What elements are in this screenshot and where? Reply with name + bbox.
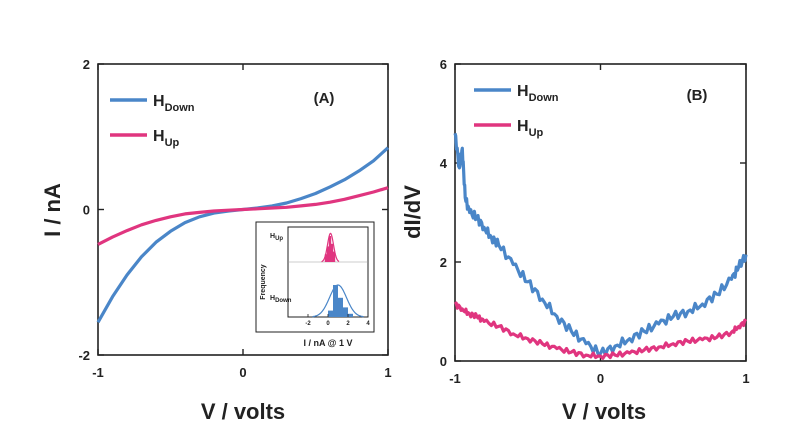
panel-a-x-axis-title: V / volts <box>201 399 285 424</box>
inset-content: -2 0 2 4 <box>288 232 370 327</box>
inset-down-bar <box>333 285 338 317</box>
inset-up-bar <box>324 254 328 262</box>
panel-b-x-tick-label: 0 <box>597 371 604 386</box>
panel-b-series-down-line <box>453 132 748 357</box>
panel-b-y-tick-label: 0 <box>440 354 447 369</box>
inset-down-bar <box>348 313 353 317</box>
panel-b-y-tick-label: 6 <box>440 57 447 72</box>
inset-up-bar <box>330 243 334 262</box>
panel-a: -1 0 1 -2 0 2 (A) HDown HUp V / volts I / nA … <box>40 57 392 424</box>
panel-a-legend-down-label: HDown <box>153 93 195 114</box>
panel-a-x-tick-label: 0 <box>239 365 246 380</box>
panel-a-inset: -2 0 2 4 HUp HDown Frequency I / nA @ 1 V <box>255 221 375 348</box>
inset-down-label: HDown <box>270 295 292 304</box>
inset-up-label: HUp <box>270 233 283 242</box>
panel-a-series-up-line <box>97 186 389 246</box>
inset-up-fit <box>321 232 340 263</box>
inset-x-tick-label: 0 <box>326 321 330 327</box>
panel-b-legend: HDown HUp <box>474 83 559 139</box>
inset-down-fit <box>312 284 364 318</box>
panel-b-legend-up-label: HUp <box>517 118 544 139</box>
panel-b-series-up-line <box>453 301 748 360</box>
panel-b-x-axis-title: V / volts <box>562 399 646 424</box>
panel-b-label: (B) <box>687 87 708 104</box>
inset-outer-frame <box>255 221 375 333</box>
inset-up-bar <box>326 246 330 262</box>
panel-a-lines <box>96 146 390 324</box>
inset-x-tick-label: 4 <box>366 321 370 327</box>
panel-a-x-tick-label: 1 <box>384 365 391 380</box>
panel-b-x-tick-label: -1 <box>449 371 461 386</box>
panel-a-legend-up-label: HUp <box>153 128 180 149</box>
panel-a-ticks: -1 0 1 -2 0 2 <box>78 57 391 380</box>
inset-x-axis-title: I / nA @ 1 V <box>304 338 353 348</box>
panel-a-y-axis-title: I / nA <box>40 183 65 237</box>
panel-b-x-tick-label: 1 <box>742 371 749 386</box>
panel-a-y-tick-label: 0 <box>83 203 90 218</box>
inset-down-bar <box>328 310 333 317</box>
panel-b-frame <box>454 63 747 362</box>
panel-b-y-tick-label: 2 <box>440 255 447 270</box>
inset-up-bar <box>328 236 332 262</box>
panel-a-y-tick-label: -2 <box>78 348 90 363</box>
inset-up-bar <box>332 251 336 262</box>
panel-a-legend: HDown HUp <box>110 93 195 149</box>
panel-a-x-tick-label: -1 <box>92 365 104 380</box>
panel-b-lines <box>453 132 748 360</box>
panel-b-y-axis-title: dI/dV <box>400 185 425 239</box>
panel-a-label: (A) <box>314 90 335 107</box>
panel-a-y-tick-label: 2 <box>83 57 90 72</box>
inset-y-axis-title: Frequency <box>260 264 267 300</box>
inset-down-bar <box>338 297 343 317</box>
inset-down-bar <box>343 307 348 317</box>
inset-x-tick-label: 2 <box>346 321 350 327</box>
panel-b-y-tick-label: 4 <box>440 156 448 171</box>
inset-x-tick-label: -2 <box>305 321 311 327</box>
panel-b-legend-down-label: HDown <box>517 83 559 104</box>
